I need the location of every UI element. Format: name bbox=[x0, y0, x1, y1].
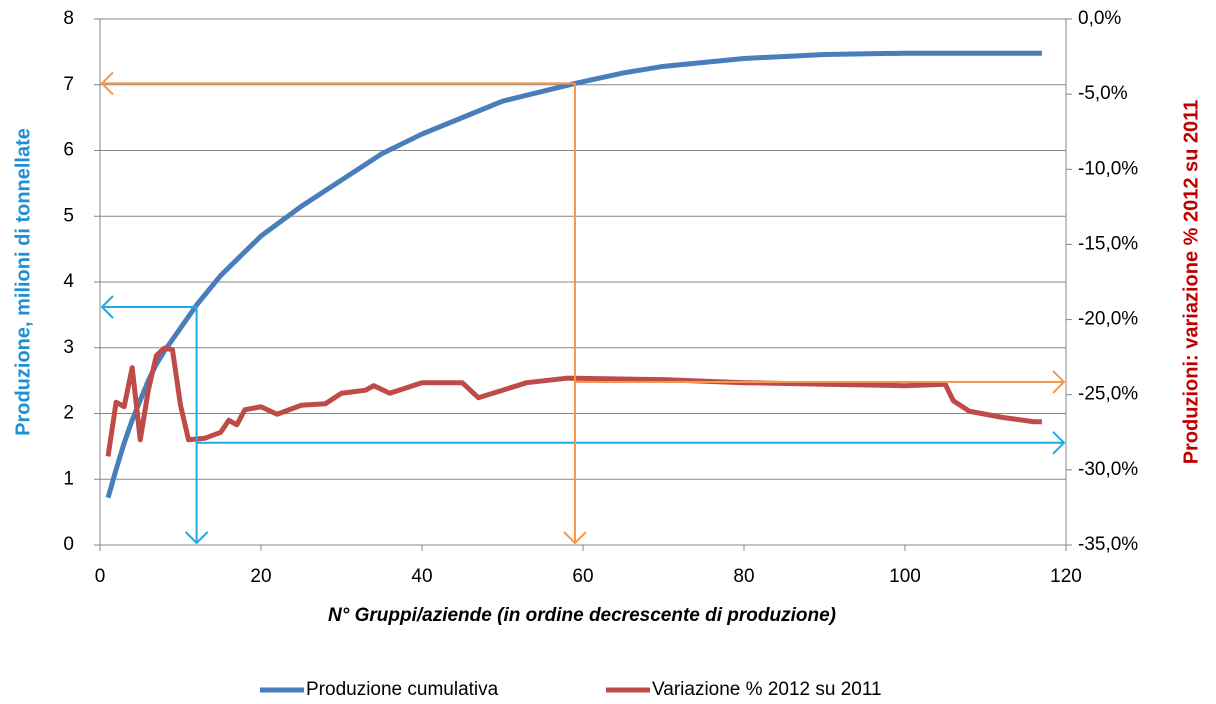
y-tick-label: 8 bbox=[63, 8, 74, 29]
x-tick-label: 120 bbox=[1050, 566, 1082, 587]
x-tick-label: 100 bbox=[889, 566, 921, 587]
x-axis-title: N° Gruppi/aziende (in ordine decrescente… bbox=[328, 605, 836, 626]
y2-tick-label: -25,0% bbox=[1078, 384, 1138, 405]
arrow-head bbox=[1052, 370, 1066, 394]
x-tick-label: 20 bbox=[250, 566, 271, 587]
y-tick-label: 6 bbox=[63, 140, 74, 161]
series-line bbox=[105, 50, 1042, 499]
arrow-head bbox=[100, 71, 114, 96]
y-tick-label: 7 bbox=[63, 74, 74, 95]
y-tick-label: 5 bbox=[63, 205, 74, 226]
y2-tick-label: -10,0% bbox=[1078, 158, 1138, 179]
y2-tick-label: -20,0% bbox=[1078, 309, 1138, 330]
y2-tick-label: 0,0% bbox=[1078, 8, 1121, 29]
x-tick-label: 40 bbox=[411, 566, 432, 587]
legend-label: Produzione cumulativa bbox=[306, 679, 499, 700]
x-tick-label: 0 bbox=[95, 566, 106, 587]
y-tick-label: 4 bbox=[63, 271, 74, 292]
series-line bbox=[105, 345, 1042, 457]
y-axis-title: Produzione, milioni di tonnellate bbox=[12, 128, 34, 436]
y2-tick-label: -5,0% bbox=[1078, 83, 1128, 104]
x-tick-label: 80 bbox=[733, 566, 754, 587]
legend-label: Variazione % 2012 su 2011 bbox=[652, 679, 882, 700]
arrow-head bbox=[184, 531, 209, 545]
y-tick-label: 3 bbox=[63, 337, 74, 358]
y-tick-label: 2 bbox=[63, 403, 74, 424]
y2-tick-label: -30,0% bbox=[1078, 459, 1138, 480]
y-tick-label: 0 bbox=[63, 534, 74, 555]
y-tick-label: 1 bbox=[63, 468, 74, 489]
arrow-head bbox=[563, 531, 587, 545]
y2-tick-label: -35,0% bbox=[1078, 534, 1138, 555]
x-tick-label: 60 bbox=[572, 566, 593, 587]
y2-tick-label: -15,0% bbox=[1078, 233, 1138, 254]
arrow-head bbox=[100, 295, 114, 319]
arrow-head bbox=[1052, 431, 1066, 455]
y2-axis-title: Produzioni: variazione % 2012 su 2011 bbox=[1180, 100, 1202, 465]
